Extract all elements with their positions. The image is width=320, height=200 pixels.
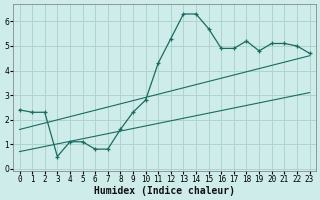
- X-axis label: Humidex (Indice chaleur): Humidex (Indice chaleur): [94, 186, 235, 196]
